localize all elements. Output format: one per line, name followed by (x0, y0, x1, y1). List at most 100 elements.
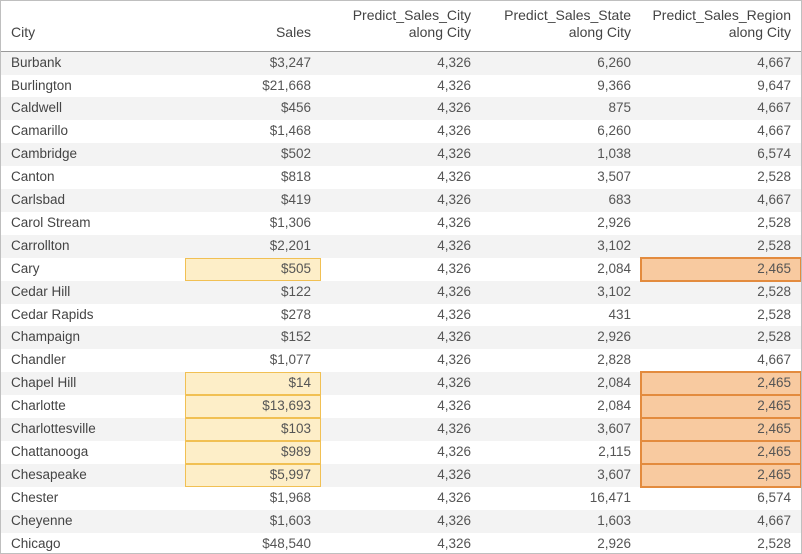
cell-value: 4,326 (321, 487, 481, 510)
cell-value: $818 (185, 166, 321, 189)
cell-value: $278 (185, 304, 321, 327)
table-row: Chandler$1,0774,3262,8284,667 (1, 349, 801, 372)
cell-city: Chester (1, 487, 185, 510)
cell-city: Canton (1, 166, 185, 189)
table-row: Burlington$21,6684,3269,3669,647 (1, 75, 801, 98)
cell-value: 3,607 (481, 464, 641, 487)
cell-value: $2,201 (185, 235, 321, 258)
cell-value: 2,465 (641, 372, 801, 395)
cell-value: 2,528 (641, 166, 801, 189)
cell-value: 9,647 (641, 75, 801, 98)
cell-value: 4,667 (641, 510, 801, 533)
cell-value: $1,077 (185, 349, 321, 372)
cell-value: $1,468 (185, 120, 321, 143)
col-header-pred-city: Predict_Sales_Cityalong City (321, 1, 481, 51)
table-row: Canton$8184,3263,5072,528 (1, 166, 801, 189)
cell-value: 6,574 (641, 487, 801, 510)
cell-value: 2,926 (481, 212, 641, 235)
cell-value: 2,084 (481, 395, 641, 418)
cell-city: Chicago (1, 533, 185, 554)
table-row: Cary$5054,3262,0842,465 (1, 258, 801, 281)
cell-value: 4,667 (641, 349, 801, 372)
cell-value: 875 (481, 97, 641, 120)
sales-table: City Sales Predict_Sales_Cityalong City … (1, 1, 801, 554)
cell-value: 2,528 (641, 326, 801, 349)
cell-value: $5,997 (185, 464, 321, 487)
cell-value: $21,668 (185, 75, 321, 98)
cell-value: 2,926 (481, 326, 641, 349)
cell-city: Champaign (1, 326, 185, 349)
cell-value: 3,507 (481, 166, 641, 189)
cell-value: 2,465 (641, 464, 801, 487)
cell-value: 3,102 (481, 281, 641, 304)
table-container: City Sales Predict_Sales_Cityalong City … (0, 0, 802, 554)
cell-value: $3,247 (185, 51, 321, 74)
cell-value: 4,667 (641, 97, 801, 120)
table-row: Charlottesville$1034,3263,6072,465 (1, 418, 801, 441)
col-header-pred-region: Predict_Sales_Regionalong City (641, 1, 801, 51)
cell-value: 2,528 (641, 235, 801, 258)
cell-city: Charlottesville (1, 418, 185, 441)
cell-value: 6,260 (481, 51, 641, 74)
cell-value: 9,366 (481, 75, 641, 98)
table-row: Champaign$1524,3262,9262,528 (1, 326, 801, 349)
cell-value: $502 (185, 143, 321, 166)
table-row: Cambridge$5024,3261,0386,574 (1, 143, 801, 166)
cell-value: $456 (185, 97, 321, 120)
cell-city: Chandler (1, 349, 185, 372)
cell-value: 4,326 (321, 510, 481, 533)
cell-value: 4,326 (321, 75, 481, 98)
cell-value: 2,528 (641, 281, 801, 304)
cell-value: 2,465 (641, 258, 801, 281)
cell-city: Cary (1, 258, 185, 281)
cell-value: 2,115 (481, 441, 641, 464)
cell-value: 4,667 (641, 51, 801, 74)
table-row: Cedar Rapids$2784,3264312,528 (1, 304, 801, 327)
cell-value: 4,326 (321, 212, 481, 235)
cell-city: Caldwell (1, 97, 185, 120)
cell-value: 4,326 (321, 51, 481, 74)
cell-city: Chapel Hill (1, 372, 185, 395)
cell-city: Cheyenne (1, 510, 185, 533)
table-row: Chesapeake$5,9974,3263,6072,465 (1, 464, 801, 487)
cell-city: Burbank (1, 51, 185, 74)
table-row: Charlotte$13,6934,3262,0842,465 (1, 395, 801, 418)
cell-value: 4,326 (321, 281, 481, 304)
table-body: Burbank$3,2474,3266,2604,667Burlington$2… (1, 51, 801, 554)
col-header-city: City (1, 1, 185, 51)
cell-value: $14 (185, 372, 321, 395)
cell-city: Burlington (1, 75, 185, 98)
cell-value: 2,465 (641, 418, 801, 441)
cell-city: Chattanooga (1, 441, 185, 464)
cell-value: $1,306 (185, 212, 321, 235)
table-row: Chester$1,9684,32616,4716,574 (1, 487, 801, 510)
cell-value: $122 (185, 281, 321, 304)
cell-value: 4,326 (321, 326, 481, 349)
cell-value: $13,693 (185, 395, 321, 418)
cell-value: $103 (185, 418, 321, 441)
cell-city: Charlotte (1, 395, 185, 418)
cell-value: 6,260 (481, 120, 641, 143)
cell-city: Carrollton (1, 235, 185, 258)
cell-value: $1,603 (185, 510, 321, 533)
cell-city: Chesapeake (1, 464, 185, 487)
table-row: Cheyenne$1,6034,3261,6034,667 (1, 510, 801, 533)
cell-value: 4,667 (641, 189, 801, 212)
table-row: Carol Stream$1,3064,3262,9262,528 (1, 212, 801, 235)
cell-value: 4,326 (321, 464, 481, 487)
cell-value: 4,326 (321, 235, 481, 258)
cell-value: 6,574 (641, 143, 801, 166)
cell-value: 16,471 (481, 487, 641, 510)
cell-city: Carlsbad (1, 189, 185, 212)
cell-city: Cambridge (1, 143, 185, 166)
cell-value: 4,326 (321, 304, 481, 327)
table-row: Cedar Hill$1224,3263,1022,528 (1, 281, 801, 304)
table-row: Carrollton$2,2014,3263,1022,528 (1, 235, 801, 258)
cell-value: 1,038 (481, 143, 641, 166)
cell-value: 2,465 (641, 395, 801, 418)
cell-value: 4,326 (321, 120, 481, 143)
cell-value: 3,102 (481, 235, 641, 258)
cell-value: $1,968 (185, 487, 321, 510)
cell-value: 2,528 (641, 533, 801, 554)
table-row: Camarillo$1,4684,3266,2604,667 (1, 120, 801, 143)
